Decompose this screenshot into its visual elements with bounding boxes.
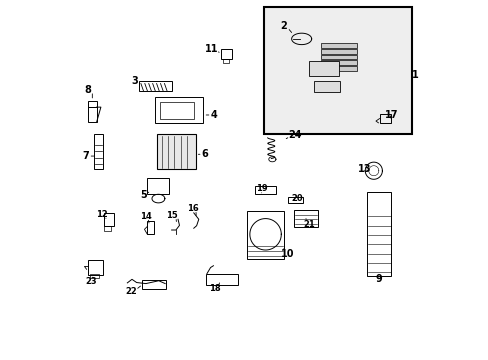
- Text: 7: 7: [82, 151, 89, 161]
- Bar: [147, 221, 154, 234]
- Text: 20: 20: [291, 194, 303, 203]
- Text: 1: 1: [411, 69, 418, 80]
- Bar: [255, 186, 275, 194]
- Bar: [139, 81, 172, 91]
- Bar: [313, 81, 339, 93]
- Bar: [88, 260, 102, 275]
- Bar: [321, 43, 356, 48]
- Text: 14: 14: [140, 212, 151, 221]
- Text: 3: 3: [131, 76, 138, 86]
- Text: 13: 13: [357, 164, 370, 174]
- Bar: [147, 178, 169, 194]
- Text: 6: 6: [202, 149, 208, 159]
- Bar: [223, 59, 229, 63]
- Bar: [321, 55, 356, 59]
- Bar: [308, 62, 339, 76]
- Bar: [90, 274, 99, 278]
- Bar: [142, 280, 166, 289]
- Bar: [206, 274, 237, 285]
- Bar: [157, 134, 195, 169]
- Text: 19: 19: [255, 184, 267, 193]
- Text: 2: 2: [280, 21, 286, 31]
- Bar: [88, 101, 97, 107]
- Bar: [321, 49, 356, 54]
- Text: 18: 18: [209, 284, 221, 293]
- Text: 24: 24: [287, 130, 301, 140]
- Text: 11: 11: [204, 44, 218, 54]
- Bar: [221, 49, 231, 59]
- Bar: [264, 7, 411, 134]
- Text: 21: 21: [302, 220, 314, 229]
- Bar: [104, 213, 114, 226]
- Bar: [379, 113, 390, 123]
- Bar: [287, 197, 303, 203]
- Bar: [366, 192, 390, 276]
- Text: 16: 16: [187, 204, 199, 213]
- Bar: [321, 66, 356, 71]
- Bar: [155, 97, 203, 123]
- Bar: [104, 226, 111, 231]
- Text: 5: 5: [140, 190, 147, 201]
- Text: 15: 15: [166, 211, 178, 220]
- Text: 8: 8: [84, 85, 91, 95]
- Bar: [247, 211, 283, 259]
- Text: 9: 9: [375, 274, 382, 284]
- Text: 17: 17: [384, 110, 398, 120]
- Bar: [321, 60, 356, 65]
- Bar: [293, 210, 317, 227]
- Text: 22: 22: [125, 287, 137, 296]
- Bar: [94, 134, 103, 169]
- Bar: [88, 107, 97, 122]
- Bar: [160, 102, 193, 118]
- Text: 10: 10: [281, 249, 294, 259]
- Text: 4: 4: [210, 110, 217, 120]
- Text: 12: 12: [96, 210, 108, 219]
- Text: 23: 23: [85, 277, 97, 286]
